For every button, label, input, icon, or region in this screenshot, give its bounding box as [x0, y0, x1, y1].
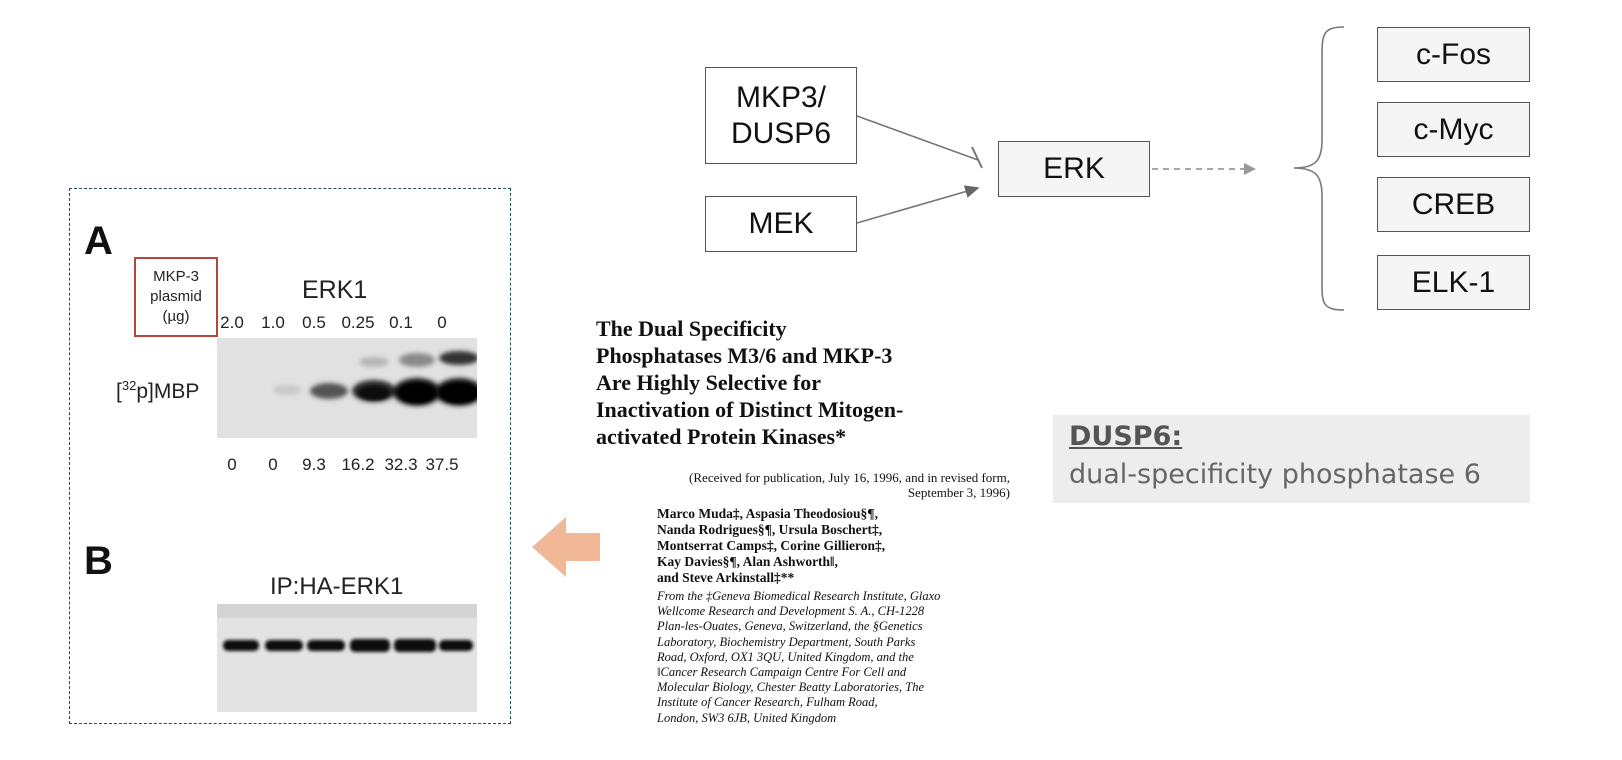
dashed-arrow-head — [1244, 163, 1256, 175]
paper-title: The Dual Specificity Phosphatases M3/6 a… — [596, 315, 1036, 450]
paper-affiliations: From the ‡Geneva Biomedical Research Ins… — [657, 589, 1017, 726]
mek-node: MEK — [705, 196, 857, 252]
target-cfos-label: c-Fos — [1416, 37, 1491, 71]
paper-title-line: The Dual Specificity — [596, 316, 787, 341]
paper-title-line: Are Highly Selective for — [596, 370, 822, 395]
paper-affiliation-line: Wellcome Research and Development S. A.,… — [657, 604, 925, 619]
lane-amount: 0.5 — [302, 313, 326, 332]
paper-affiliation-line: London, SW3 6JB, United Kingdom — [657, 710, 837, 725]
paper-author-line: and Steve Arkinstall‡** — [657, 570, 795, 585]
left-arrow-icon — [532, 517, 600, 577]
panel-b-letter: B — [84, 539, 113, 583]
paper-author-line: Nanda Rodrigues§¶, Ursula Boschert‡, — [657, 522, 883, 537]
paper-received-line: September 3, 1996) — [907, 485, 1010, 500]
paper-affiliation-line: Laboratory, Biochemistry Department, Sou… — [657, 634, 916, 649]
definition-term: DUSP6: — [1069, 421, 1183, 452]
target-cmyc-label: c-Myc — [1413, 112, 1494, 146]
definition-box: DUSP6: dual-specificity phosphatase 6 — [1053, 415, 1530, 503]
target-elk1-label: ELK-1 — [1411, 265, 1496, 299]
paper-author-line: Marco Muda‡, Aspasia Theodosiou§¶, — [657, 506, 878, 521]
paper-author-line: Montserrat Camps‡, Corine Gillieron‡, — [657, 538, 886, 553]
gel-image-a — [217, 338, 477, 438]
mkp3-dusp6-label: MKP3/ DUSP6 — [730, 80, 832, 150]
ip-label: IP:HA-ERK1 — [270, 573, 404, 600]
paper-affiliation-line: From the ‡Geneva Biomedical Research Ins… — [657, 589, 941, 603]
target-creb-label: CREB — [1411, 187, 1496, 221]
erk-label: ERK — [1043, 152, 1105, 185]
mkp3-dusp6-node: MKP3/ DUSP6 — [705, 67, 857, 164]
lane-amount: 1.0 — [261, 313, 285, 332]
quant-value: 37.5 — [425, 455, 459, 474]
paper-title-line: Inactivation of Distinct Mitogen- — [596, 397, 904, 422]
paper-received-line: (Received for publication, July 16, 1996… — [689, 470, 1010, 485]
activation-edge — [856, 185, 980, 224]
paper-received: (Received for publication, July 16, 1996… — [610, 470, 1010, 500]
left-brace-icon — [1293, 26, 1345, 311]
pathway-connectors — [856, 26, 1345, 311]
quant-value: 9.3 — [302, 455, 326, 474]
panel-a-letter: A — [84, 219, 113, 263]
mbp-label-post: p]MBP — [136, 380, 200, 403]
erk1-label: ERK1 — [302, 276, 368, 304]
paper-title-line: Phosphatases M3/6 and MKP-3 — [596, 343, 893, 368]
definition-text: dual-specificity phosphatase 6 — [1069, 459, 1481, 490]
target-cmyc-node: c-Myc — [1377, 102, 1530, 157]
lane-amount: 2.0 — [220, 313, 244, 332]
plasmid-label-box: MKP-3 plasmid (µg) — [134, 257, 218, 337]
lane-amount: 0 — [437, 313, 447, 332]
inhibition-bar — [971, 146, 983, 169]
plasmid-label: MKP-3 plasmid (µg) — [150, 268, 202, 325]
target-creb-node: CREB — [1377, 177, 1530, 232]
quant-value: 0 — [268, 455, 278, 474]
western-blot-figure: A B MKP-3 plasmid (µg) ERK1 2.0 1.0 0.5 … — [69, 188, 511, 724]
erk-node: ERK — [998, 141, 1150, 197]
paper-affiliation-line: Road, Oxford, OX1 3QU, United Kingdom, a… — [657, 649, 914, 664]
lane-amount: 0.25 — [341, 313, 375, 332]
paper-author-line: Kay Davies§¶, Alan Ashworth‖, — [657, 554, 838, 569]
paper-affiliation-line: ‖Cancer Research Campaign Centre For Cel… — [657, 665, 907, 680]
gel-image-b — [217, 604, 477, 712]
mek-label: MEK — [748, 207, 814, 240]
inhibition-edge — [856, 115, 979, 161]
mbp-label: [32p]MBP — [116, 378, 199, 404]
paper-affiliation-line: Institute of Cancer Research, Fulham Roa… — [657, 695, 878, 710]
quant-value: 32.3 — [384, 455, 418, 474]
target-elk1-node: ELK-1 — [1377, 255, 1530, 310]
mbp-label-sup: 32 — [121, 378, 137, 393]
paper-affiliation-line: Molecular Biology, Chester Beatty Labora… — [657, 680, 924, 695]
quant-value: 16.2 — [341, 455, 375, 474]
quant-value: 0 — [227, 455, 237, 474]
paper-title-line: activated Protein Kinases* — [596, 424, 847, 449]
mbp-label-pre: [ — [116, 380, 122, 403]
paper-affiliation-line: Plan-les-Ouates, Geneva, Switzerland, th… — [657, 619, 923, 634]
lane-amount: 0.1 — [389, 313, 413, 332]
paper-authors: Marco Muda‡, Aspasia Theodosiou§¶, Nanda… — [657, 506, 1017, 586]
target-cfos-node: c-Fos — [1377, 27, 1530, 82]
